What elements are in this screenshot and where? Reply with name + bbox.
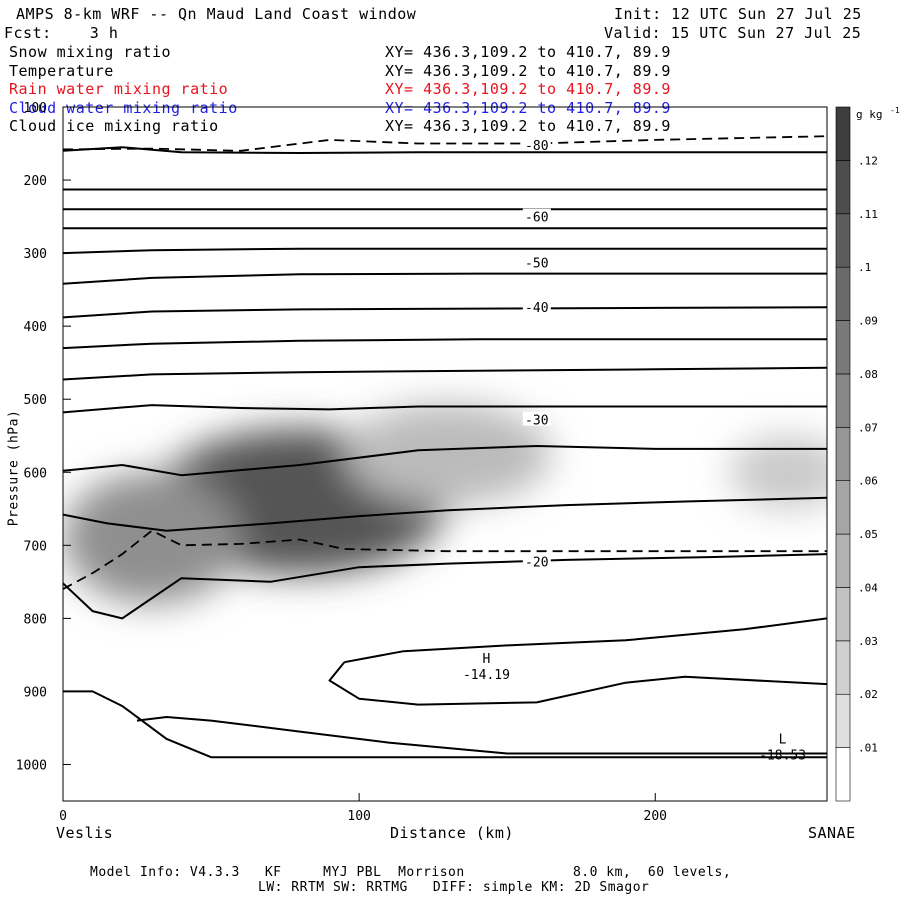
y-tick-label: 900 [24,685,47,700]
x-axis-label: Distance (km) [390,824,514,842]
field-name: Snow mixing ratio [9,43,172,61]
field-name: Temperature [9,61,114,80]
contour-label-bg [522,299,551,314]
colorbar: .01 .02 .03 .04 .05 .06 .07 .08 .09 .1 .11 .12 g kg -… [835,106,900,802]
contour-label-bg [522,553,551,568]
contour-label: -20 [525,555,548,570]
colorbar-label: .05 [858,528,878,541]
colorbar-swatch [835,427,851,481]
y-tick-label: 800 [24,612,47,627]
contour-label: -60 [525,211,548,226]
shade-blob [729,435,827,509]
colorbar-swatch [835,747,851,802]
temperature-contour [344,617,827,664]
axes: 100 200 300 400 500 600 700 800 900 1000 0 100 200 [16,101,667,824]
colorbar-swatch [835,533,851,588]
y-tick-label: 400 [24,320,47,335]
colorbar-swatch [835,640,851,695]
colorbar-unit-exponent: -1 [890,106,900,115]
dashed-contour [63,529,827,590]
colorbar-swatch [835,480,851,535]
field-xy-range: XY= 436.3,109.2 to 410.7, 89.9 [385,117,671,135]
contour-label: -40 [525,301,548,316]
dashed-contour [63,135,827,152]
colorbar-label: .12 [858,154,878,167]
y-tick-label: 300 [24,247,47,262]
colorbar-swatch [835,106,851,161]
chart-title: AMPS 8-km WRF -- Qn Maud Land Coast wind… [16,5,417,23]
plot-frame [62,106,828,802]
field-xy-range: XY= 436.3,109.2 to 410.7, 89.9 [385,43,671,61]
colorbar-label: .04 [858,581,878,594]
field-xy-range: XY= 436.3,109.2 to 410.7, 89.9 [385,61,671,80]
init-time: Init: 12 UTC Sun 27 Jul 25 [614,5,862,23]
extremum-type: L [779,733,787,748]
temperature-contour [136,716,827,755]
colorbar-swatch [835,693,851,748]
x-tick-label: 0 [59,809,67,824]
temperature-contour [63,338,827,350]
temperature-contour [63,404,827,414]
colorbar-label: .11 [858,208,878,221]
colorbar-swatch [835,213,851,268]
y-tick-label: 100 [24,101,47,116]
right-endpoint-label: SANAE [808,824,856,842]
x-tick-label: 200 [644,809,667,824]
colorbar-label: .03 [858,635,878,648]
colorbar-swatch [835,373,851,428]
contour-label-bg [522,136,551,151]
valid-time: Valid: 15 UTC Sun 27 Jul 25 [604,24,862,42]
extremum-type: H [483,652,491,667]
model-info-line1: Model Info: V4.3.3 KF MYJ PBL Morrison 8… [90,865,732,880]
colorbar-unit: g kg [856,108,883,121]
left-endpoint-label: Veslis [56,824,114,842]
contour-label-bg [522,208,551,223]
extremum-value: -14.19 [463,668,510,683]
colorbar-swatch [835,320,851,375]
temperature-contour [328,661,827,706]
mixing-ratio-shading [63,402,827,604]
colorbar-label: .08 [858,368,878,381]
dashed-contours [63,135,827,590]
temperature-contour [63,272,827,285]
colorbar-swatch [835,160,851,215]
y-tick-label: 1000 [16,758,47,773]
temperature-contour [63,690,827,759]
y-axis-label: Pressure (hPa) [6,409,22,527]
contour-label-bg [522,254,551,269]
model-info-line2: LW: RRTM SW: RRTMG DIFF: simple KM: 2D S… [258,880,650,895]
x-tick-label: 100 [347,809,370,824]
colorbar-swatch [835,266,851,321]
colorbar-label: .07 [858,421,878,434]
contour-label-bg [522,411,551,426]
colorbar-swatch [835,587,851,642]
y-tick-label: 700 [24,539,47,554]
temperature-contour [63,496,827,532]
field-name: Rain water mixing ratio [9,80,229,98]
colorbar-label: .09 [858,315,878,328]
colorbar-label: .06 [858,475,878,488]
temperature-contour [63,306,827,319]
y-tick-label: 200 [24,174,47,189]
colorbar-label: .01 [858,742,878,755]
contour-label: -50 [525,257,548,272]
shade-blob [63,472,241,604]
field-name: Cloud ice mixing ratio [9,117,219,135]
temperature-contour [63,553,827,620]
temperature-contour [63,445,827,477]
contour-label: -80 [525,139,548,154]
extremum-value: -18.53 [759,749,806,764]
temperature-contour [63,247,827,255]
y-tick-label: 500 [24,393,47,408]
colorbar-label: .1 [858,261,871,274]
contour-label: -30 [525,414,548,429]
shade-blob [344,402,552,506]
contour-labels: -80 -60 -50 -40 -30 -20 H-14.19 L-18.53 [463,136,806,764]
colorbar-label: .02 [858,688,878,701]
field-xy-range: XY= 436.3,109.2 to 410.7, 89.9 [385,80,671,98]
y-tick-label: 600 [24,466,47,481]
forecast-hour: Fcst: 3 h [4,24,119,42]
temperature-contour [63,366,827,381]
